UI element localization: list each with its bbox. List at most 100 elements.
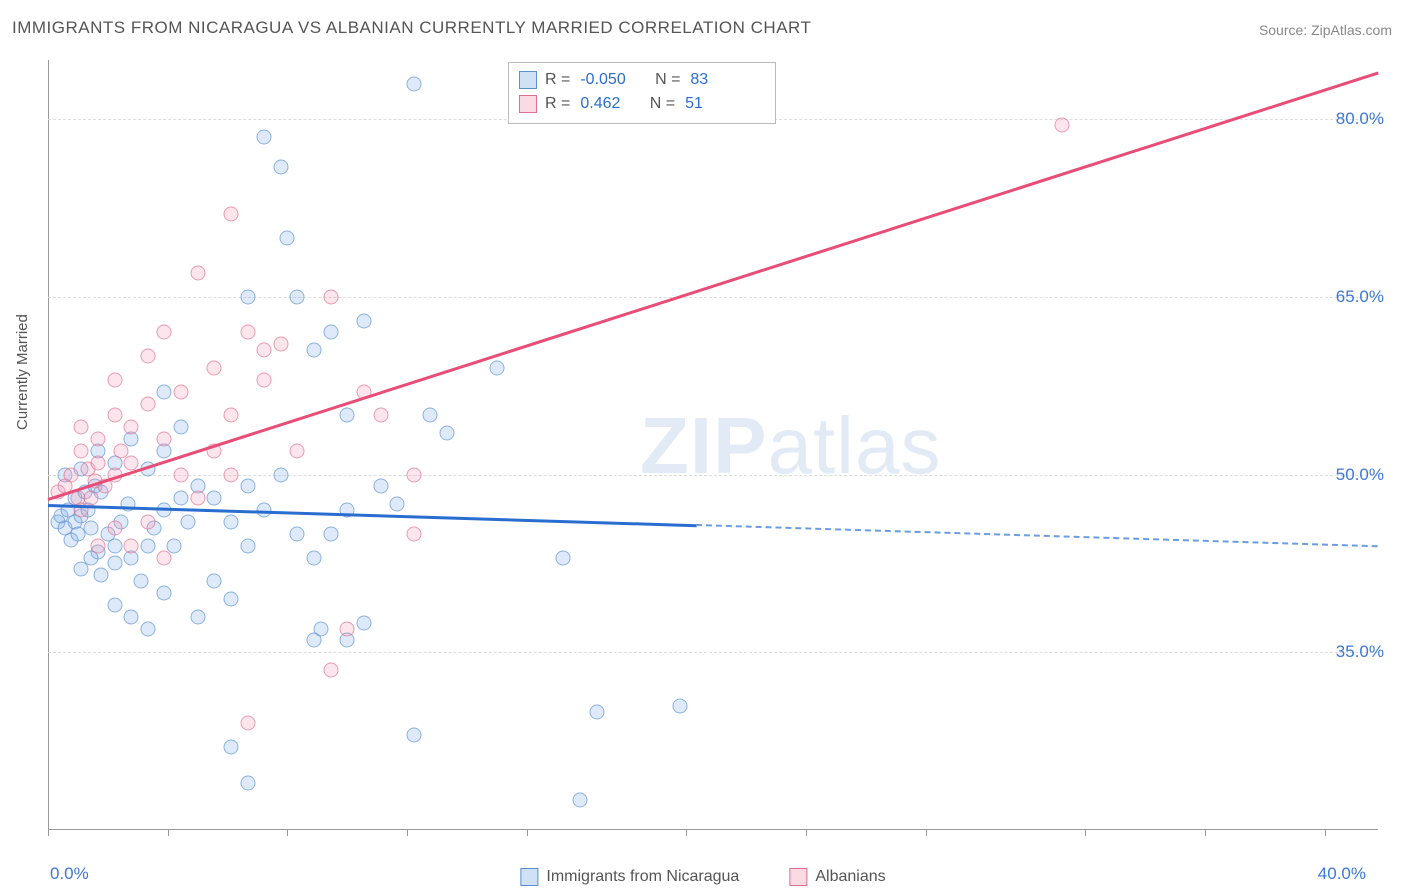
stats-n-label: N = [650, 92, 675, 116]
scatter-point-nicaragua [190, 609, 205, 624]
scatter-point-albanian [90, 538, 105, 553]
stats-box: R = -0.050 N = 83R = 0.462 N = 51 [508, 62, 776, 124]
x-tick [1085, 830, 1086, 836]
scatter-point-nicaragua [356, 615, 371, 630]
legend-item: Immigrants from Nicaragua [520, 868, 739, 886]
scatter-point-nicaragua [134, 574, 149, 589]
scatter-point-albanian [90, 455, 105, 470]
scatter-point-nicaragua [313, 621, 328, 636]
stats-n-value: 83 [690, 68, 708, 92]
scatter-point-nicaragua [74, 562, 89, 577]
stats-n-value: 51 [685, 92, 703, 116]
legend-swatch-albanian [789, 868, 807, 886]
chart-plot-area [48, 60, 1378, 830]
scatter-point-nicaragua [207, 574, 222, 589]
scatter-point-nicaragua [573, 793, 588, 808]
y-axis-line [48, 60, 49, 830]
scatter-point-albanian [157, 550, 172, 565]
legend-label: Immigrants from Nicaragua [546, 868, 739, 886]
scatter-point-albanian [74, 443, 89, 458]
scatter-point-albanian [124, 538, 139, 553]
x-tick [1325, 830, 1326, 836]
legend-item: Albanians [789, 868, 885, 886]
scatter-point-nicaragua [423, 408, 438, 423]
scatter-point-albanian [340, 621, 355, 636]
scatter-point-albanian [107, 408, 122, 423]
stats-r-value: -0.050 [580, 68, 625, 92]
scatter-point-albanian [240, 716, 255, 731]
stats-row: R = 0.462 N = 51 [519, 92, 765, 116]
scatter-point-albanian [90, 432, 105, 447]
x-tick [527, 830, 528, 836]
scatter-point-nicaragua [174, 491, 189, 506]
scatter-point-nicaragua [356, 313, 371, 328]
scatter-point-nicaragua [307, 343, 322, 358]
scatter-point-albanian [124, 455, 139, 470]
legend-swatch-nicaragua [520, 868, 538, 886]
scatter-point-nicaragua [94, 568, 109, 583]
gridline [48, 652, 1378, 653]
scatter-point-albanian [190, 266, 205, 281]
legend: Immigrants from Nicaragua Albanians [520, 868, 885, 886]
x-tick [48, 830, 49, 836]
scatter-point-albanian [174, 384, 189, 399]
scatter-point-nicaragua [273, 467, 288, 482]
scatter-point-nicaragua [107, 597, 122, 612]
scatter-point-nicaragua [406, 76, 421, 91]
legend-label: Albanians [815, 868, 885, 886]
scatter-point-albanian [84, 491, 99, 506]
scatter-point-nicaragua [556, 550, 571, 565]
scatter-point-albanian [190, 491, 205, 506]
scatter-point-nicaragua [240, 479, 255, 494]
gridline [48, 475, 1378, 476]
scatter-point-nicaragua [323, 325, 338, 340]
scatter-point-nicaragua [672, 698, 687, 713]
scatter-point-albanian [140, 349, 155, 364]
x-tick [287, 830, 288, 836]
scatter-point-albanian [223, 408, 238, 423]
scatter-point-nicaragua [180, 515, 195, 530]
scatter-point-nicaragua [273, 159, 288, 174]
x-axis-line [48, 829, 1378, 830]
swatch-nicaragua [519, 71, 537, 89]
scatter-point-nicaragua [390, 497, 405, 512]
scatter-point-nicaragua [223, 592, 238, 607]
x-tick [926, 830, 927, 836]
scatter-point-nicaragua [240, 775, 255, 790]
y-tick-label: 65.0% [1336, 287, 1384, 307]
scatter-point-nicaragua [223, 515, 238, 530]
scatter-point-nicaragua [406, 728, 421, 743]
scatter-point-albanian [406, 526, 421, 541]
scatter-point-nicaragua [489, 361, 504, 376]
scatter-point-nicaragua [84, 520, 99, 535]
source-link[interactable]: ZipAtlas.com [1311, 22, 1392, 38]
stats-row: R = -0.050 N = 83 [519, 68, 765, 92]
y-tick-label: 35.0% [1336, 642, 1384, 662]
scatter-point-nicaragua [157, 586, 172, 601]
stats-r-label: R = [545, 92, 570, 116]
chart-title: IMMIGRANTS FROM NICARAGUA VS ALBANIAN CU… [12, 18, 811, 38]
y-axis-label: Currently Married [14, 314, 31, 430]
x-tick [168, 830, 169, 836]
scatter-point-albanian [273, 337, 288, 352]
scatter-point-albanian [124, 420, 139, 435]
scatter-point-nicaragua [107, 556, 122, 571]
trend-line [48, 72, 1379, 501]
scatter-point-albanian [323, 289, 338, 304]
scatter-point-albanian [140, 515, 155, 530]
scatter-point-nicaragua [140, 538, 155, 553]
scatter-point-nicaragua [107, 538, 122, 553]
scatter-point-nicaragua [280, 230, 295, 245]
stats-r-value: 0.462 [580, 92, 620, 116]
scatter-point-albanian [373, 408, 388, 423]
scatter-point-albanian [157, 432, 172, 447]
scatter-point-nicaragua [440, 426, 455, 441]
scatter-point-nicaragua [257, 130, 272, 145]
scatter-point-albanian [74, 420, 89, 435]
scatter-point-albanian [257, 343, 272, 358]
stats-n-label: N = [655, 68, 680, 92]
source-label: Source: [1259, 22, 1311, 38]
scatter-point-albanian [107, 372, 122, 387]
x-tick [407, 830, 408, 836]
x-tick [806, 830, 807, 836]
